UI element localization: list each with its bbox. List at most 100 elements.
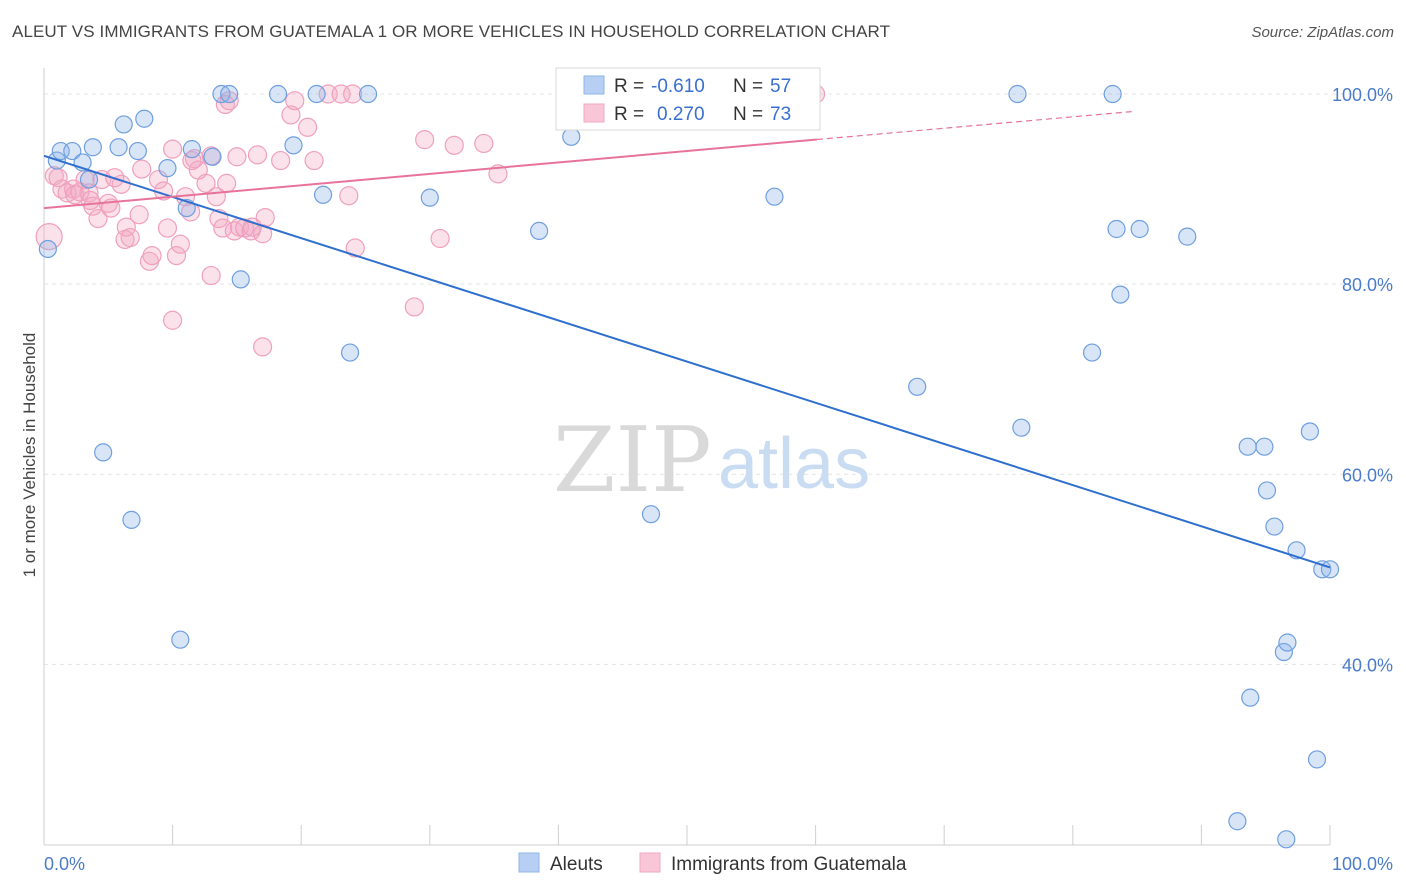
aleut-point [1241,688,1260,707]
aleut-point [1265,517,1284,536]
guatemala-point [304,150,324,171]
guatemala-point [120,227,140,248]
aleut-point [1307,750,1327,769]
aleut-point [284,136,303,155]
aleut-point [212,84,231,104]
aleut-point [908,377,927,396]
guatemala-point [415,130,435,150]
legend-r-value: 0.270 [657,104,705,125]
legend-r-label: R = [614,104,644,125]
guatemala-point [298,117,318,137]
aleut-point [63,141,82,161]
aleut-point [1277,830,1296,849]
guatemala-point [132,159,152,179]
aleut-point [1313,560,1332,579]
chart-title: ALEUT VS IMMIGRANTS FROM GUATEMALA 1 OR … [12,22,891,41]
aleut-point [1228,812,1247,831]
guatemala-point [142,246,162,266]
aleut-point [1257,481,1277,500]
aleut-point [171,630,190,649]
aleut-point [158,159,177,178]
guatemala-point [170,234,190,254]
aleut-point [83,138,102,157]
aleut-point [530,221,549,241]
aleut-point [231,270,250,289]
guatemala-point [345,238,365,258]
aleut-point [1278,633,1297,652]
guatemala-point [242,217,262,237]
aleut-point [128,141,147,161]
aleut-point [420,188,439,207]
tick-labels: 40.0% 60.0% 80.0% 100.0% 0.0% 100.0% [44,85,1393,874]
aleut-point [1103,84,1122,104]
guatemala-point [247,145,268,165]
legend-label-guat: Immigrants from Guatemala [671,854,907,875]
aleut-point [1107,219,1126,239]
guatemala-trend-line [43,138,817,210]
y-axis-label: 1 or more Vehicles in Household [20,333,39,578]
y-tick-label: 80.0% [1342,275,1393,295]
guatemala-point [404,297,424,317]
guatemala-point [281,105,301,125]
aleut-point [641,505,661,524]
guatemala-point [215,94,235,115]
aleut-point [182,140,201,159]
aleut-trend-line [43,154,1331,569]
aleut-point [765,187,784,206]
legend-label-aleut: Aleuts [550,854,603,875]
guatemala-point [444,135,464,155]
legend-r-label: R = [614,76,644,97]
x-tick-label: 100.0% [1332,854,1393,874]
guatemala-point [166,246,187,266]
aleut-point [1238,437,1257,456]
guatemala-point [157,218,178,238]
guatemala-point [163,310,183,330]
aleut-point [1178,227,1197,246]
source-label: Source: ZipAtlas.com [1251,24,1394,41]
aleut-point [220,84,239,104]
legend-bottom: Aleuts Immigrants from Guatemala [518,852,907,875]
watermark-zip: ZIP [553,408,712,513]
guatemala-point [285,91,305,111]
legend-n-value: 73 [770,104,791,125]
aleut-point [38,239,57,259]
guatemala-point [339,186,359,206]
aleut-point [340,343,360,362]
guatemala-point [227,147,247,167]
guatemala-point [217,173,237,193]
watermark-atlas: atlas [718,424,870,504]
guatemala-point [271,150,291,171]
aleut-point [1320,560,1340,579]
guatemala-point [474,133,494,154]
guatemala-point [88,208,108,229]
guatemala-point [201,265,221,286]
guatemala-point [488,164,508,184]
y-tick-label: 60.0% [1342,465,1393,485]
y-tick-label: 40.0% [1342,655,1393,675]
aleut-point [1012,418,1031,437]
aleut-point [114,115,133,134]
legend-r-value: -0.610 [651,76,705,97]
aleut-point [268,84,288,104]
guatemala-point [331,84,351,104]
legend-top: R = -0.610 N = 57 R = 0.270 N = 73 [555,67,821,131]
axes [43,68,1331,846]
aleut-points [38,84,1340,849]
legend-n-label: N = [733,76,763,97]
aleut-point [94,443,113,462]
legend-n-value: 57 [770,76,791,97]
trend-lines [43,110,1331,569]
guatemala-point [163,139,183,159]
guatemala-point [116,217,136,237]
aleut-point [307,84,326,104]
legend-swatch-aleut [518,852,540,873]
watermark: ZIP atlas [553,408,870,513]
aleut-point [1300,422,1319,441]
aleut-point [1008,84,1027,104]
aleut-point [109,138,128,157]
guatemala-point [430,228,450,249]
y-tick-label: 100.0% [1332,85,1393,105]
aleut-point [1082,343,1102,362]
aleut-point [1274,642,1293,662]
aleut-point [122,510,141,529]
